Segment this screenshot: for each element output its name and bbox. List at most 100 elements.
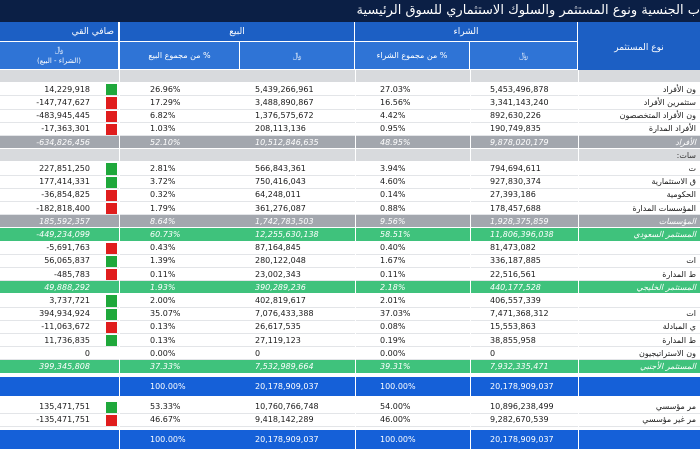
sell-value: 20,178,909,037 xyxy=(255,381,319,391)
sell-percent: 35.07% xyxy=(150,309,181,319)
net-indicator xyxy=(106,242,117,254)
buy-percent: 1.67% xyxy=(380,256,406,266)
sell-value: 9,418,142,289 xyxy=(255,415,314,425)
table-row xyxy=(0,202,700,216)
column-divider xyxy=(354,175,356,189)
column-divider xyxy=(577,109,579,123)
row-label: ت xyxy=(688,164,696,173)
column-divider xyxy=(577,334,579,348)
column-divider xyxy=(469,122,471,136)
net-value: -17,363,301 xyxy=(41,124,90,134)
buy-percent: 100.00% xyxy=(380,435,416,444)
column-divider xyxy=(354,400,356,414)
sell-value: 280,122,048 xyxy=(255,256,306,266)
table-row xyxy=(0,228,700,242)
column-divider xyxy=(577,400,579,414)
net-indicator xyxy=(106,110,117,122)
column-divider xyxy=(469,96,471,110)
title-bar xyxy=(0,0,700,22)
table-row xyxy=(0,70,700,84)
buy-percent: 100.00% xyxy=(380,381,416,391)
column-divider xyxy=(577,281,579,295)
buy-value: 927,830,374 xyxy=(490,177,541,187)
column-divider xyxy=(469,268,471,282)
column-divider xyxy=(119,241,120,255)
row-label: ات xyxy=(686,309,696,319)
column-divider xyxy=(469,281,471,295)
sell-percent: 0.00% xyxy=(150,348,176,358)
header-cell xyxy=(0,42,118,69)
column-divider xyxy=(119,347,120,361)
sell-value: 27,119,123 xyxy=(255,335,301,345)
column-divider xyxy=(469,413,471,427)
column-divider xyxy=(119,175,120,189)
row-label: مر غير مؤسسي xyxy=(642,415,696,425)
row-label: المستثمر السعودي xyxy=(633,230,696,239)
buy-value: 11,806,396,038 xyxy=(490,230,554,239)
buy-value: 81,473,082 xyxy=(490,243,536,253)
net-value: -182,818,400 xyxy=(36,203,90,213)
sell-percent: 6.82% xyxy=(150,111,176,121)
net-indicator xyxy=(106,176,117,188)
column-divider xyxy=(577,70,579,84)
column-divider xyxy=(577,228,579,242)
table-row xyxy=(0,215,700,229)
net-value: 399,345,808 xyxy=(39,362,90,371)
column-divider xyxy=(354,122,356,136)
sell-value: 10,760,766,748 xyxy=(255,402,319,412)
column-divider xyxy=(119,228,120,242)
net-indicator xyxy=(106,203,117,215)
column-divider xyxy=(119,188,120,202)
sell-value: 3,488,890,867 xyxy=(255,98,314,107)
sell-percent: 26.96% xyxy=(150,84,181,94)
table-row xyxy=(0,149,700,163)
buy-value: 440,177,528 xyxy=(490,282,541,292)
column-divider xyxy=(577,347,579,361)
column-divider xyxy=(577,430,579,450)
buy-value: 27,393,186 xyxy=(490,190,536,200)
net-value: -147,747,627 xyxy=(36,98,90,107)
table-row xyxy=(0,175,700,189)
sell-percent: 0.13% xyxy=(150,322,176,332)
column-divider xyxy=(577,136,579,150)
buy-percent: 37.03% xyxy=(380,309,411,319)
buy-percent: 48.95% xyxy=(380,137,411,147)
buy-value: 1,928,375,859 xyxy=(490,216,549,226)
sell-value: 10,512,846,635 xyxy=(255,137,319,147)
buy-percent: 0.11% xyxy=(380,269,406,279)
column-divider xyxy=(354,360,356,374)
column-divider xyxy=(354,149,356,163)
buy-percent: 0.14% xyxy=(380,190,406,200)
net-value: 185,592,357 xyxy=(39,216,90,226)
column-divider xyxy=(469,294,471,308)
sell-percent: 1.93% xyxy=(150,282,176,292)
sell-percent: 1.79% xyxy=(150,203,176,213)
column-divider xyxy=(354,188,356,202)
column-divider xyxy=(354,413,356,427)
net-value: -634,826,456 xyxy=(36,137,90,147)
header-cell: ﷼ xyxy=(470,42,577,69)
column-divider xyxy=(469,70,471,84)
row-label: ط المدارة xyxy=(662,335,696,345)
net-indicator xyxy=(106,255,117,267)
buy-percent: 27.03% xyxy=(380,84,411,94)
column-divider xyxy=(469,376,471,397)
header-cell: ﷼ xyxy=(54,45,64,54)
column-divider xyxy=(119,294,120,308)
net-value: -5,691,763 xyxy=(46,243,90,253)
column-divider xyxy=(469,307,471,321)
buy-percent: 0.19% xyxy=(380,335,406,345)
sell-value: 566,843,361 xyxy=(255,164,306,173)
table-row xyxy=(0,254,700,268)
column-divider xyxy=(119,70,120,84)
column-divider xyxy=(469,334,471,348)
header-cell: % من مجموع البيع xyxy=(120,42,239,69)
sell-percent: 53.33% xyxy=(150,402,181,412)
sell-percent: 1.39% xyxy=(150,256,176,266)
column-divider xyxy=(354,136,356,150)
row-label: المؤسسات المدارة xyxy=(632,203,696,213)
buy-value: 0 xyxy=(490,348,496,358)
column-divider xyxy=(577,202,579,216)
column-divider xyxy=(469,241,471,255)
